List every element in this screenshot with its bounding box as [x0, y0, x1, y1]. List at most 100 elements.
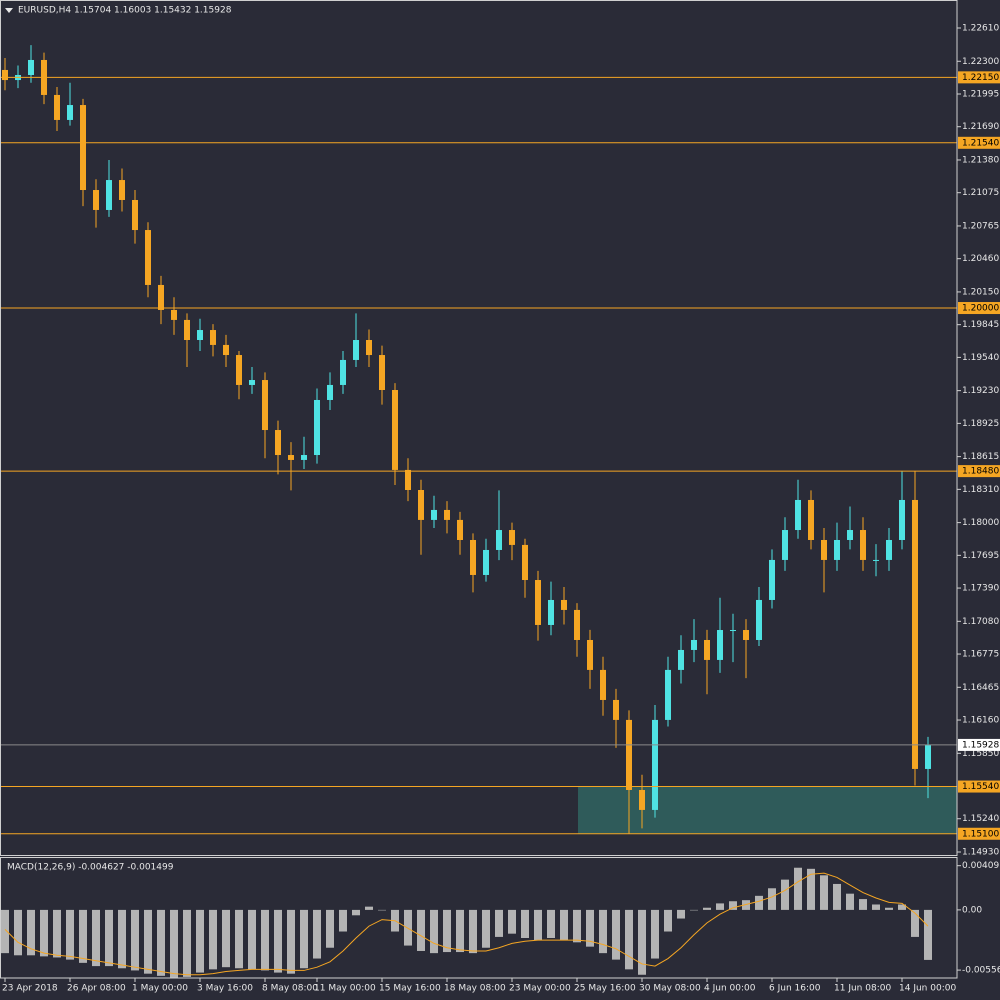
y-tick-label: 1.20765	[962, 221, 999, 231]
macd-bar	[573, 909, 581, 943]
candle-body	[119, 180, 125, 200]
y-tick-label: 1.21075	[962, 188, 999, 198]
candle-body	[236, 355, 242, 385]
macd-bar	[144, 909, 152, 974]
candle-body	[652, 719, 658, 810]
candle-body	[392, 390, 398, 470]
macd-panel-frame	[0, 857, 958, 979]
candle-body	[548, 599, 554, 625]
candle-body	[431, 509, 437, 520]
macd-bar	[248, 909, 256, 970]
macd-bar	[300, 909, 308, 969]
candle-body	[821, 539, 827, 560]
candle-body	[145, 230, 151, 285]
candle-body	[691, 639, 697, 650]
current-price-label: 1.15928	[962, 740, 999, 750]
x-tick-label: 23 May 00:00	[509, 984, 571, 994]
candle-body	[223, 344, 229, 356]
macd-bar	[469, 909, 477, 954]
menu-triangle[interactable]	[5, 8, 13, 13]
macd-bar	[820, 875, 828, 910]
y-tick-label: 1.17695	[962, 551, 999, 561]
macd-bar	[235, 909, 243, 969]
macd-bar	[339, 909, 347, 932]
x-tick-label: 4 Jun 00:00	[704, 984, 756, 994]
candle-body	[353, 340, 359, 360]
x-tick-label: 26 Apr 08:00	[67, 984, 126, 994]
level-label: 1.15100	[962, 829, 999, 839]
y-tick-label: 1.19845	[962, 320, 999, 330]
macd-bar	[209, 909, 217, 970]
candle-body	[925, 744, 931, 769]
candle-body	[834, 539, 840, 560]
macd-bar	[352, 909, 360, 916]
candle-body	[262, 380, 268, 431]
macd-bar	[495, 909, 503, 937]
level-label: 1.22150	[962, 73, 999, 83]
candle-body	[782, 530, 788, 560]
zone	[578, 786, 957, 834]
macd-bar	[547, 909, 555, 938]
macd-bar	[417, 909, 425, 951]
y-tick-label: 1.17080	[962, 617, 999, 627]
x-tick-label: 15 May 16:00	[379, 984, 441, 994]
y-tick-label: 1.18925	[962, 419, 999, 429]
candle-body	[366, 340, 372, 356]
candle-body	[665, 669, 671, 720]
candle-body	[730, 630, 736, 632]
x-tick-label: 30 May 08:00	[639, 984, 701, 994]
candle-body	[561, 599, 567, 610]
candle-body	[912, 499, 918, 769]
macd-bar	[443, 909, 451, 953]
candle-body	[197, 330, 203, 341]
candle-body	[483, 549, 489, 575]
candle-body	[678, 649, 684, 670]
macd-bar	[196, 909, 204, 973]
y-tick-label: 0.00409	[962, 861, 999, 871]
candle-body	[873, 559, 879, 561]
candle-body	[2, 69, 8, 81]
level-label-box	[958, 302, 1000, 315]
y-tick-label: 1.21995	[962, 89, 999, 99]
macd-bar	[690, 909, 698, 911]
candle-body	[418, 489, 424, 520]
candle-body	[496, 530, 502, 550]
candle-body	[28, 59, 34, 75]
x-tick-label: 8 May 08:00	[262, 984, 318, 994]
candle-body	[795, 499, 801, 531]
candle-body	[860, 530, 866, 560]
macd-bar	[118, 909, 126, 969]
macd-bar	[378, 909, 386, 911]
candle-body	[93, 190, 99, 210]
macd-bar	[781, 879, 789, 910]
candle-body	[54, 94, 60, 120]
macd-bar	[625, 909, 633, 970]
candle-body	[470, 539, 476, 575]
macd-bar	[170, 909, 178, 978]
y-tick-label: 1.14930	[962, 847, 999, 857]
level-label-box	[958, 71, 1000, 84]
macd-bar	[846, 893, 854, 910]
macd-bar	[677, 909, 685, 919]
candle-body	[171, 309, 177, 320]
x-tick-label: 23 Apr 2018	[2, 984, 58, 994]
candle-body	[405, 469, 411, 490]
level-label: 1.15540	[962, 782, 999, 792]
candle-body	[158, 284, 164, 310]
level-label-box	[958, 780, 1000, 793]
candle-body	[587, 639, 593, 670]
macd-bar	[261, 909, 269, 971]
macd-bar	[508, 909, 516, 934]
macd-bar	[703, 907, 711, 910]
y-tick-label: -0.005568	[962, 966, 1000, 976]
macd-bar	[183, 909, 191, 977]
macd-bar	[222, 909, 230, 968]
macd-bar	[599, 909, 607, 954]
candle-body	[600, 669, 606, 700]
candle-body	[756, 599, 762, 640]
macd-bar	[456, 909, 464, 953]
macd-bar	[14, 909, 22, 956]
y-tick-label: 1.18615	[962, 452, 999, 462]
candle-body	[106, 180, 112, 210]
